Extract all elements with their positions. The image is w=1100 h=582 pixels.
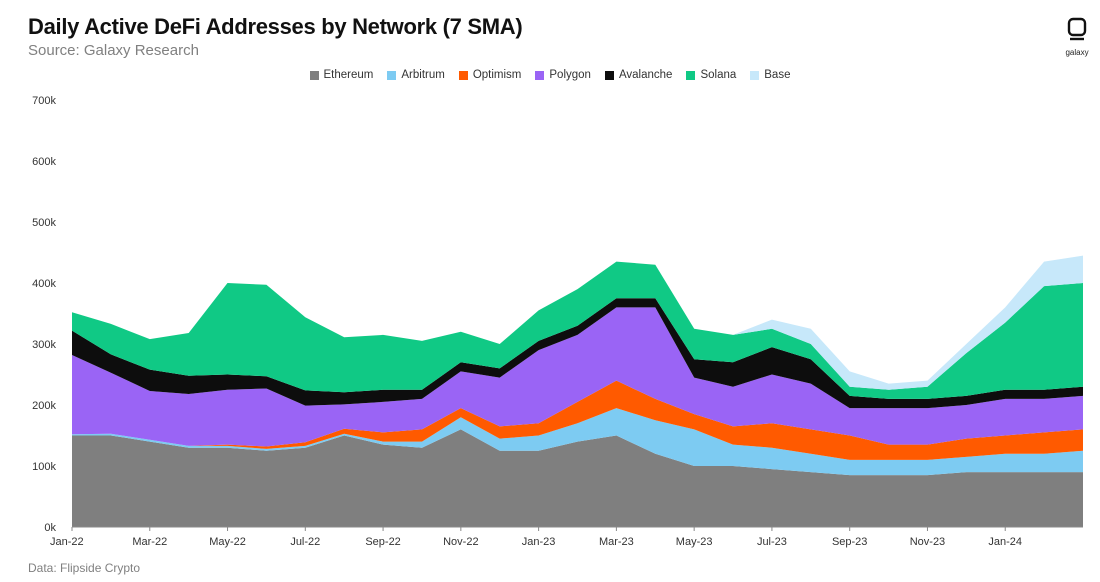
x-tick-label: May-23 [676, 536, 713, 548]
y-tick-label: 0k [44, 522, 56, 534]
legend-label: Optimism [472, 69, 522, 81]
x-axis: Jan-22 Mar-22 May-22 Jul-22 Sep-22 Nov-22 Jan-… [50, 526, 1083, 548]
galaxy-logo: galaxy [1062, 16, 1092, 57]
galaxy-logo-text: galaxy [1065, 48, 1089, 57]
galaxy-logo-icon [1067, 17, 1087, 41]
area-solana [72, 261, 1083, 399]
legend-label: Arbitrum [401, 69, 445, 81]
legend-swatch [604, 70, 614, 80]
area-ethereum [72, 429, 1083, 527]
chart-legend: Ethereum Arbitrum Optimism Polygon Avalanche… [0, 69, 1100, 81]
y-tick-label: 400k [32, 278, 56, 290]
x-tick-label: Mar-22 [132, 536, 167, 548]
legend-item-ethereum: Ethereum [309, 69, 374, 81]
x-tick-label: Sep-23 [832, 536, 867, 548]
legend-label: Polygon [549, 69, 591, 81]
series-areas [72, 255, 1083, 527]
y-tick-label: 700k [32, 95, 56, 107]
x-tick-label: Nov-22 [443, 536, 478, 548]
data-source-note: Data: Flipside Crypto [28, 561, 141, 575]
legend-item-optimism: Optimism [458, 69, 522, 81]
y-axis: 0k 100k 200k 300k 400k 500k 600k 700k [32, 95, 56, 534]
legend-item-polygon: Polygon [535, 69, 591, 81]
y-tick-label: 300k [32, 339, 56, 351]
chart-plot: 0k 100k 200k 300k 400k 500k 600k 700k Jan-22 Mar… [32, 95, 1083, 548]
area-polygon [72, 307, 1083, 447]
x-tick-label: Jan-23 [522, 536, 556, 548]
y-tick-label: 600k [32, 156, 56, 168]
legend-label: Avalanche [618, 69, 673, 81]
legend-swatch [309, 70, 319, 80]
legend-label: Solana [700, 69, 737, 81]
x-tick-label: Sep-22 [365, 536, 400, 548]
legend-item-arbitrum: Arbitrum [387, 69, 445, 81]
y-tick-label: 500k [32, 217, 56, 229]
x-tick-label: Jan-22 [50, 536, 84, 548]
chart-title: Daily Active DeFi Addresses by Network (… [28, 14, 523, 39]
legend-swatch [387, 70, 397, 80]
x-tick-label: Jul-22 [290, 536, 320, 548]
legend-swatch [535, 70, 545, 80]
x-tick-label: Nov-23 [910, 536, 945, 548]
area-avalanche [72, 298, 1083, 409]
area-optimism [72, 380, 1083, 460]
legend-label: Ethereum [323, 69, 374, 81]
y-tick-label: 100k [32, 461, 56, 473]
legend-item-avalanche: Avalanche [604, 69, 673, 81]
legend-swatch [686, 70, 696, 80]
legend-item-base: Base [750, 69, 790, 81]
legend-swatch [750, 70, 760, 80]
legend-swatch [458, 70, 468, 80]
y-tick-label: 200k [32, 400, 56, 412]
legend-item-solana: Solana [686, 69, 736, 81]
x-tick-label: Mar-23 [599, 536, 634, 548]
x-tick-label: May-22 [209, 536, 246, 548]
area-arbitrum [72, 408, 1083, 476]
x-tick-label: Jul-23 [757, 536, 787, 548]
legend-label: Base [764, 69, 791, 81]
area-base [72, 255, 1083, 390]
chart-subtitle: Source: Galaxy Research [28, 42, 199, 59]
x-tick-label: Jan-24 [988, 536, 1022, 548]
